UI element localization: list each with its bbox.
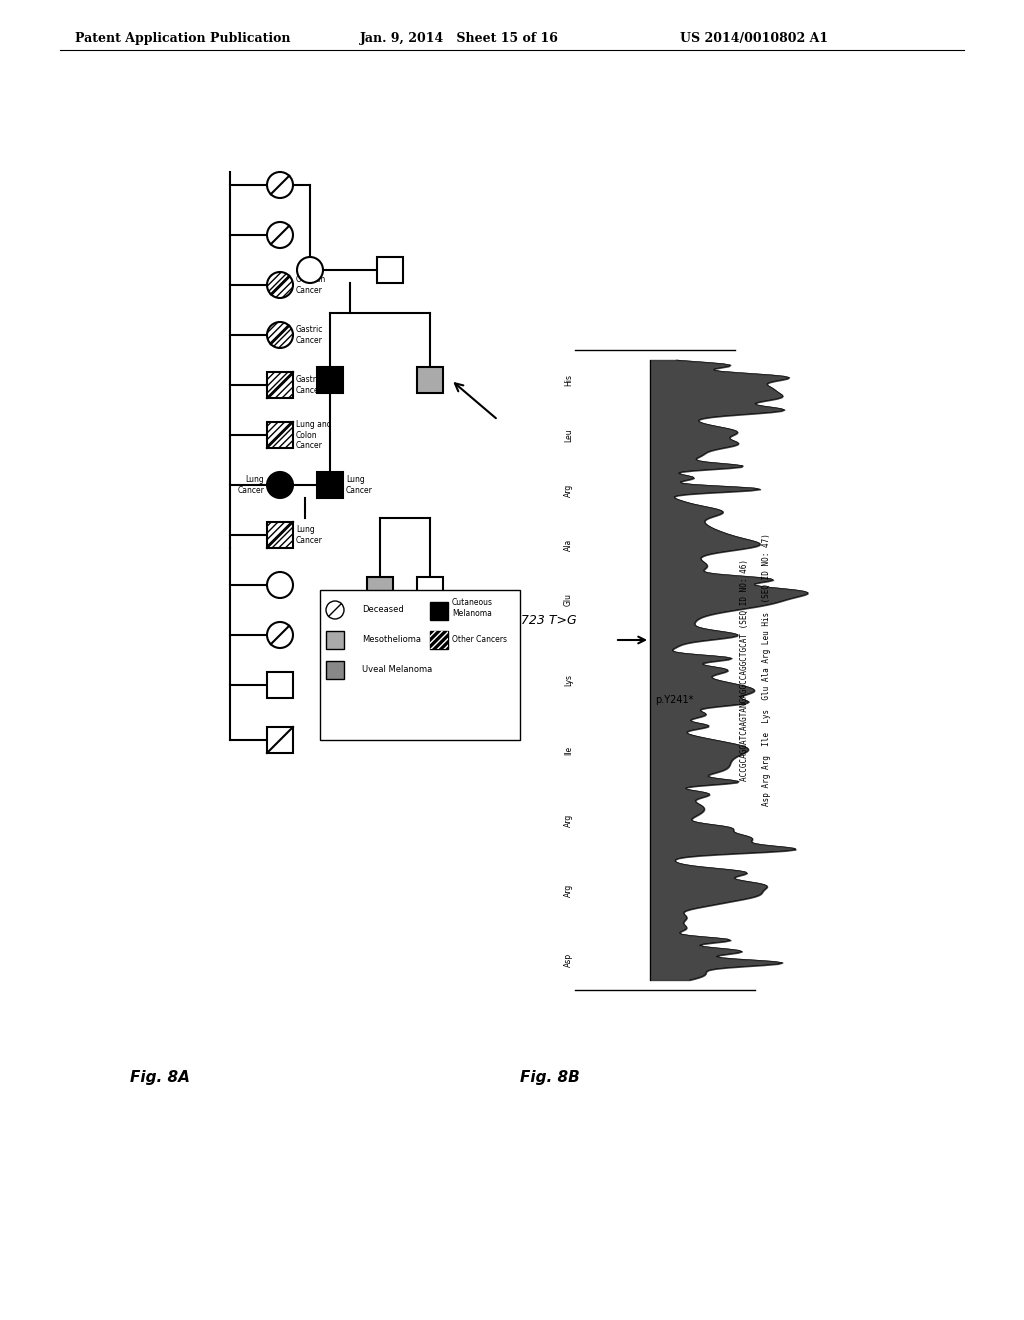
Bar (326, 631, 344, 649)
Circle shape (267, 272, 293, 298)
Circle shape (267, 172, 293, 198)
Text: Leu: Leu (564, 428, 573, 442)
Text: Ile: Ile (564, 746, 573, 755)
Circle shape (297, 257, 323, 282)
Bar (317, 473, 343, 498)
Bar (326, 661, 344, 678)
Text: Arg: Arg (564, 813, 573, 826)
Bar (267, 372, 293, 399)
Circle shape (267, 473, 293, 498)
Bar (267, 422, 293, 447)
Bar (430, 631, 449, 649)
Text: Cutaneous
Melanoma: Cutaneous Melanoma (452, 598, 493, 618)
Bar (367, 577, 393, 603)
Text: p.Y241*: p.Y241* (655, 696, 693, 705)
Bar (267, 521, 293, 548)
Bar (267, 672, 293, 698)
Circle shape (267, 572, 293, 598)
Text: Lung
Cancer: Lung Cancer (238, 475, 264, 495)
Text: Ala: Ala (564, 539, 573, 552)
Bar (317, 367, 343, 393)
Text: Lung
Cancer: Lung Cancer (346, 475, 373, 495)
Bar (319, 590, 520, 741)
Text: Asp Arg Arg  Ile  Lys  Glu Ala Arg Leu His  (SEQ ID NO: 47): Asp Arg Arg Ile Lys Glu Ala Arg Leu His … (762, 533, 771, 807)
Text: Uveal Melanoma: Uveal Melanoma (362, 665, 432, 675)
Text: c.723 T>G: c.723 T>G (510, 614, 577, 627)
Text: Ovarian
Cancer: Ovarian Cancer (296, 276, 327, 294)
Text: Lung
Cancer: Lung Cancer (296, 525, 323, 545)
Text: Other Cancers: Other Cancers (452, 635, 507, 644)
Text: Arg: Arg (564, 483, 573, 496)
Bar (317, 473, 343, 498)
Bar (430, 602, 449, 620)
Text: Mesothelioma: Mesothelioma (362, 635, 421, 644)
Text: US 2014/0010802 A1: US 2014/0010802 A1 (680, 32, 828, 45)
Text: Deceased: Deceased (362, 606, 403, 615)
Text: Fig. 8A: Fig. 8A (130, 1071, 189, 1085)
Bar (377, 257, 403, 282)
Text: Patent Application Publication: Patent Application Publication (75, 32, 291, 45)
Text: Lung and
Colon
Cancer: Lung and Colon Cancer (296, 420, 332, 450)
Text: His: His (564, 374, 573, 385)
Text: Gastric
Cancer: Gastric Cancer (296, 325, 324, 345)
Text: Lys: Lys (564, 675, 573, 686)
Bar (267, 422, 293, 447)
Circle shape (267, 322, 293, 348)
Text: Asp: Asp (564, 953, 573, 968)
Text: Fig. 8B: Fig. 8B (520, 1071, 580, 1085)
Bar (430, 631, 449, 649)
Bar (417, 367, 443, 393)
Circle shape (326, 601, 344, 619)
Circle shape (267, 222, 293, 248)
Bar (317, 367, 343, 393)
Circle shape (267, 622, 293, 648)
Bar (267, 521, 293, 548)
Text: Jan. 9, 2014   Sheet 15 of 16: Jan. 9, 2014 Sheet 15 of 16 (360, 32, 559, 45)
Bar (267, 727, 293, 752)
Text: Gastric
Cancer: Gastric Cancer (296, 375, 324, 395)
Bar (267, 372, 293, 399)
Bar (417, 577, 443, 603)
Text: Arg: Arg (564, 883, 573, 896)
Text: ACCGCAGGATCAAGTANGAGGCCAGGCTGCAT (SEQ ID NO: 46): ACCGCAGGATCAAGTANGAGGCCAGGCTGCAT (SEQ ID… (740, 558, 749, 781)
Text: Glu: Glu (564, 594, 573, 606)
